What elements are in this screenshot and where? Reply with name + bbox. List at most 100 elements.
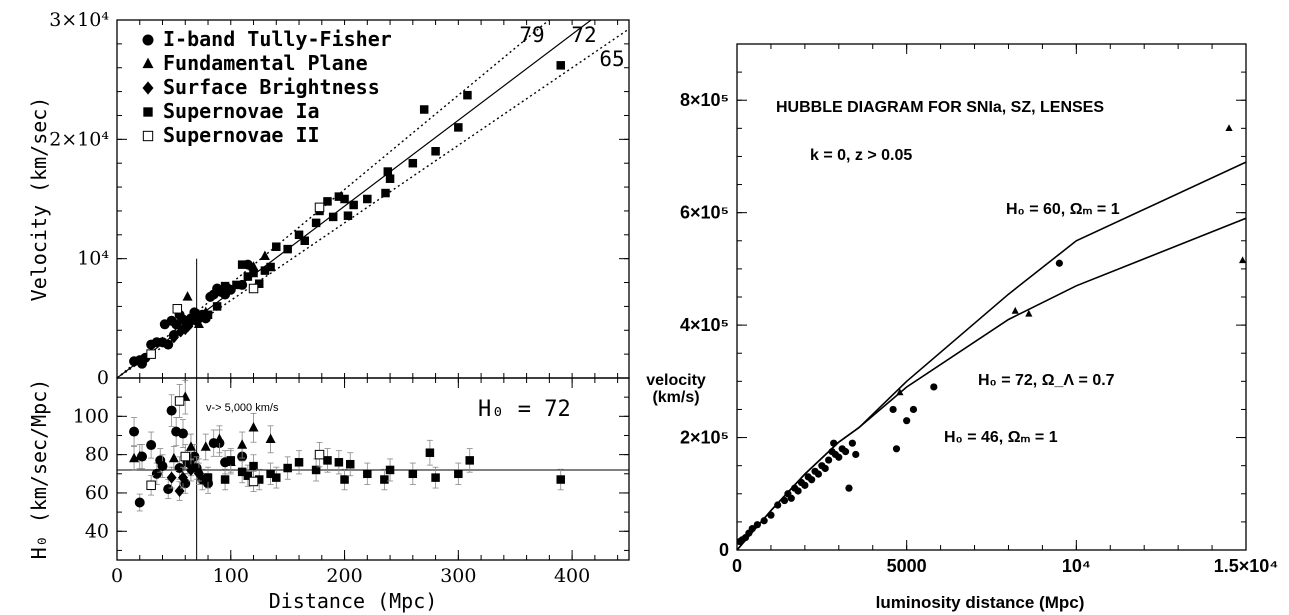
- circle-point: [889, 405, 897, 414]
- triangle-point: [1025, 309, 1033, 317]
- triangle-point: [193, 318, 204, 329]
- open-square-point: [314, 449, 325, 460]
- circle-point: [845, 484, 853, 492]
- h0-panel-frame: [116, 377, 630, 561]
- square-point: [203, 473, 213, 482]
- chart-subtitle: k = 0, z > 0.05: [810, 147, 912, 164]
- square-point: [408, 158, 418, 168]
- y-axis-label: Velocity (km/sec): [27, 97, 51, 302]
- y-tick-label: 6×10⁵: [680, 203, 729, 223]
- diamond-point: [168, 331, 179, 344]
- square-point: [431, 473, 440, 482]
- square-point: [381, 188, 390, 198]
- line-label-65: 65: [599, 47, 624, 71]
- x-tick-label: 0: [732, 556, 742, 576]
- x-tick-label: 1.5×10⁴: [1214, 556, 1278, 576]
- circle-point: [841, 448, 850, 456]
- triangle-point: [237, 439, 248, 449]
- hubble-law-line-65: [117, 28, 629, 378]
- legend-label: I-band Tully-Fisher: [163, 27, 392, 51]
- hubble-law-line-79: [117, 20, 551, 378]
- triangle-point: [1239, 256, 1246, 264]
- square-point: [454, 469, 463, 479]
- circle-point: [835, 453, 843, 461]
- y-tick-label: 4×10⁵: [680, 315, 729, 335]
- line-label-72: 72: [571, 23, 596, 47]
- line-label-79: 79: [519, 23, 544, 47]
- triangle-point: [157, 336, 168, 346]
- square-point: [143, 107, 153, 117]
- y-tick-label: 100: [73, 405, 109, 427]
- open-square-point: [314, 202, 325, 213]
- hubble-diagram-panel: 0 5000 10⁴ 1.5×10⁴ 0 2×10⁵ 4×10⁵ 6×10⁵ 8×10⁵ HUBB…: [646, 43, 1278, 612]
- square-point: [243, 272, 253, 281]
- square-point: [237, 260, 247, 269]
- square-point: [237, 467, 247, 477]
- y-tick-label: 8×10⁵: [680, 90, 729, 110]
- x-tick-label: 300: [440, 565, 476, 587]
- diamond-point: [142, 81, 154, 95]
- square-point: [254, 279, 264, 288]
- diamond-point: [166, 471, 177, 484]
- square-point: [249, 461, 258, 471]
- square-point: [556, 475, 565, 484]
- circle-point: [748, 525, 756, 533]
- model-curve-0: [737, 161, 1246, 550]
- square-point: [220, 281, 230, 291]
- square-point: [425, 448, 435, 457]
- square-point: [203, 310, 213, 320]
- square-point: [383, 167, 393, 176]
- square-point: [294, 230, 304, 240]
- triangle-point: [259, 250, 270, 261]
- data-points: [129, 379, 565, 512]
- square-point: [283, 244, 292, 254]
- square-point: [226, 456, 236, 465]
- circle-point: [760, 517, 768, 525]
- model-label: H₀ = 60, Ωₘ = 1: [1006, 201, 1120, 218]
- square-point: [340, 475, 349, 484]
- y-tick-label: 60: [85, 482, 109, 504]
- circle-point: [903, 417, 911, 425]
- circle-point: [825, 456, 833, 464]
- model-curves: [737, 161, 1246, 550]
- circle-point: [909, 405, 918, 414]
- square-point: [556, 61, 565, 70]
- square-point: [363, 469, 372, 479]
- square-point: [220, 475, 230, 484]
- square-point: [380, 475, 389, 484]
- x-tick-label: 10⁴: [1062, 556, 1091, 576]
- y-tick-label: 0: [97, 367, 109, 389]
- circle-point: [1055, 259, 1063, 267]
- open-square-point: [172, 304, 183, 314]
- diamond-point: [185, 463, 196, 476]
- square-point: [385, 174, 395, 183]
- open-square-point: [146, 480, 156, 491]
- circle-point: [174, 463, 185, 474]
- square-point: [283, 463, 292, 473]
- triangle-point: [168, 452, 179, 463]
- circle-point: [177, 428, 188, 439]
- triangle-point: [248, 422, 259, 432]
- diamond-point: [193, 467, 204, 480]
- square-point: [334, 192, 344, 201]
- circle-point: [821, 464, 829, 473]
- square-point: [408, 469, 418, 479]
- y-tick-label: 0: [719, 540, 729, 560]
- circle-point: [774, 501, 782, 509]
- circle-point: [163, 339, 174, 350]
- square-point: [323, 197, 332, 206]
- velocity-cut-annotation: v-> 5,000 km/s: [206, 402, 279, 414]
- y-tick-label: 2×10⁴: [49, 128, 109, 150]
- square-point: [334, 458, 344, 467]
- x-axis-label: Distance (Mpc): [269, 589, 438, 613]
- y-tick-label: 3×10⁴: [49, 9, 109, 31]
- square-point: [232, 280, 241, 290]
- data-points: [129, 61, 565, 369]
- y-axis-label-line1: velocity: [646, 372, 706, 389]
- square-point: [385, 465, 395, 475]
- open-square-point: [146, 349, 156, 359]
- square-point: [272, 242, 281, 251]
- square-point: [363, 194, 372, 204]
